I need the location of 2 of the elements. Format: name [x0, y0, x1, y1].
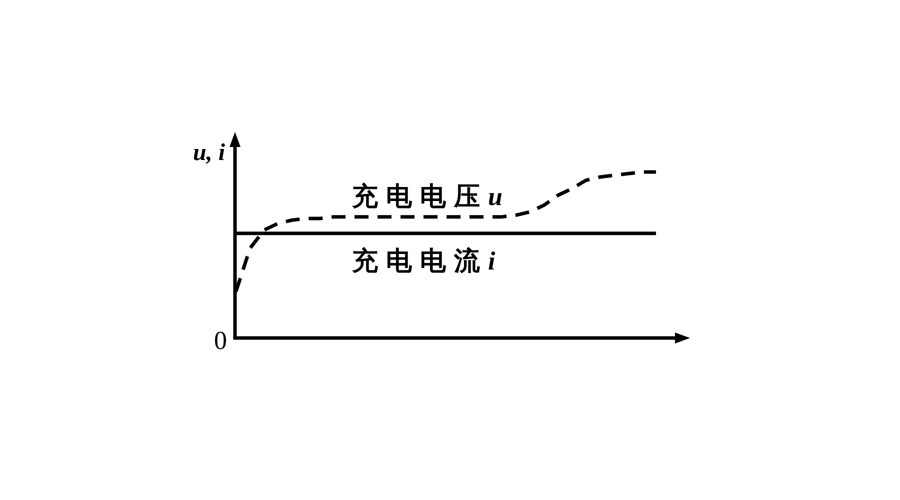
ylabel: u, i: [192, 140, 225, 166]
annotation: 0: [214, 326, 227, 355]
